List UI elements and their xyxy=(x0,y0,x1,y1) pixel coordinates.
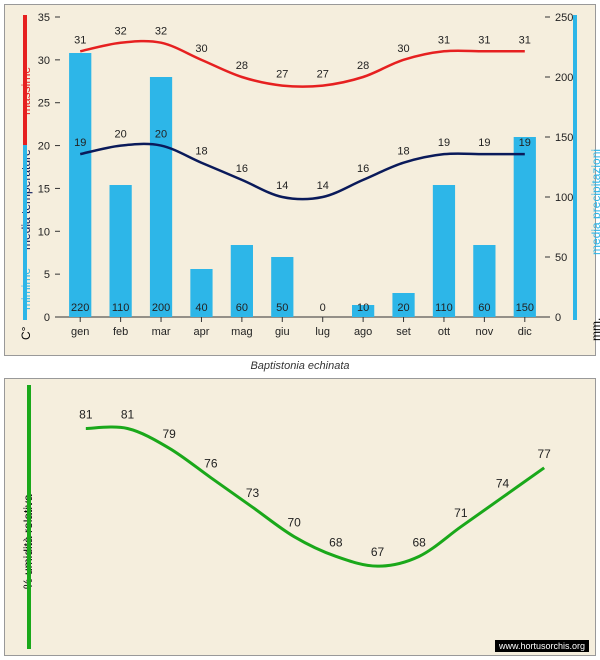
svg-text:dic: dic xyxy=(518,326,533,338)
humidity-chart-svg: 81 81 79 76 73 70 68 67 68 71 74 77 xyxy=(5,379,595,655)
svg-text:200: 200 xyxy=(152,302,170,314)
svg-text:150: 150 xyxy=(516,302,534,314)
svg-text:81: 81 xyxy=(121,408,135,422)
svg-text:28: 28 xyxy=(236,60,248,72)
svg-text:100: 100 xyxy=(555,192,573,204)
svg-text:71: 71 xyxy=(454,506,468,520)
svg-text:25: 25 xyxy=(38,98,50,110)
svg-text:30: 30 xyxy=(38,55,50,67)
svg-text:79: 79 xyxy=(162,427,176,441)
svg-text:14: 14 xyxy=(276,180,288,192)
svg-text:20: 20 xyxy=(397,302,409,314)
svg-text:mag: mag xyxy=(231,326,252,338)
svg-text:lug: lug xyxy=(315,326,330,338)
svg-text:40: 40 xyxy=(195,302,207,314)
svg-text:110: 110 xyxy=(435,302,453,314)
label-media-precip: media precipitazioni xyxy=(589,149,600,255)
svg-text:nov: nov xyxy=(476,326,494,338)
svg-text:81: 81 xyxy=(79,408,93,422)
svg-text:76: 76 xyxy=(204,457,218,471)
svg-text:30: 30 xyxy=(397,43,409,55)
svg-text:35: 35 xyxy=(38,12,50,24)
svg-text:77: 77 xyxy=(537,447,551,461)
svg-text:68: 68 xyxy=(329,535,343,549)
svg-text:5: 5 xyxy=(44,269,50,281)
svg-text:16: 16 xyxy=(236,163,248,175)
svg-text:31: 31 xyxy=(74,34,86,46)
species-subtitle: Baptistonia echinata xyxy=(0,360,600,372)
left-axis-humidity-segment xyxy=(27,385,31,649)
svg-text:mar: mar xyxy=(152,326,171,338)
svg-text:150: 150 xyxy=(555,132,573,144)
svg-text:32: 32 xyxy=(155,26,167,38)
svg-text:27: 27 xyxy=(317,69,329,81)
svg-text:18: 18 xyxy=(397,146,409,158)
svg-text:0: 0 xyxy=(555,312,561,324)
svg-text:10: 10 xyxy=(357,302,369,314)
svg-text:0: 0 xyxy=(320,302,326,314)
svg-text:20: 20 xyxy=(38,141,50,153)
svg-text:0: 0 xyxy=(44,312,50,324)
svg-text:73: 73 xyxy=(246,486,260,500)
svg-text:31: 31 xyxy=(519,34,531,46)
svg-text:110: 110 xyxy=(112,302,130,314)
svg-text:18: 18 xyxy=(195,146,207,158)
climate-chart-svg: 05101520253035050100150200250genfebmarap… xyxy=(5,5,595,355)
watermark: www.hortusorchis.org xyxy=(495,640,589,652)
svg-text:31: 31 xyxy=(438,34,450,46)
svg-text:19: 19 xyxy=(478,137,490,149)
svg-text:67: 67 xyxy=(371,545,385,559)
svg-text:220: 220 xyxy=(71,302,89,314)
svg-text:32: 32 xyxy=(115,26,127,38)
svg-text:ago: ago xyxy=(354,326,372,338)
svg-text:set: set xyxy=(396,326,411,338)
svg-text:31: 31 xyxy=(478,34,490,46)
svg-text:14: 14 xyxy=(317,180,329,192)
right-axis-segment xyxy=(573,15,577,320)
svg-text:28: 28 xyxy=(357,60,369,72)
svg-text:15: 15 xyxy=(38,183,50,195)
svg-text:30: 30 xyxy=(195,43,207,55)
svg-text:70: 70 xyxy=(287,516,301,530)
svg-text:19: 19 xyxy=(519,137,531,149)
svg-text:16: 16 xyxy=(357,163,369,175)
svg-text:20: 20 xyxy=(155,129,167,141)
svg-text:ott: ott xyxy=(438,326,450,338)
svg-text:68: 68 xyxy=(412,535,426,549)
humidity-chart-panel: 818179767370686768717477 % umidità relat… xyxy=(4,378,596,656)
svg-text:60: 60 xyxy=(478,302,490,314)
svg-text:74: 74 xyxy=(496,476,510,490)
left-axis-max-segment xyxy=(23,15,27,145)
svg-text:27: 27 xyxy=(276,69,288,81)
svg-text:20: 20 xyxy=(115,129,127,141)
label-c-degrees: C° xyxy=(19,327,33,340)
left-axis-min-segment xyxy=(23,145,27,320)
svg-text:gen: gen xyxy=(71,326,89,338)
svg-text:giu: giu xyxy=(275,326,290,338)
svg-text:60: 60 xyxy=(236,302,248,314)
svg-text:19: 19 xyxy=(74,137,86,149)
svg-text:apr: apr xyxy=(194,326,210,338)
climate-chart-panel: 05101520253035050100150200250genfebmarap… xyxy=(4,4,596,356)
svg-text:200: 200 xyxy=(555,72,573,84)
label-mm: mm. xyxy=(589,318,600,341)
svg-text:50: 50 xyxy=(276,302,288,314)
svg-text:feb: feb xyxy=(113,326,128,338)
svg-text:250: 250 xyxy=(555,12,573,24)
svg-text:19: 19 xyxy=(438,137,450,149)
svg-text:50: 50 xyxy=(555,252,567,264)
svg-text:10: 10 xyxy=(38,226,50,238)
